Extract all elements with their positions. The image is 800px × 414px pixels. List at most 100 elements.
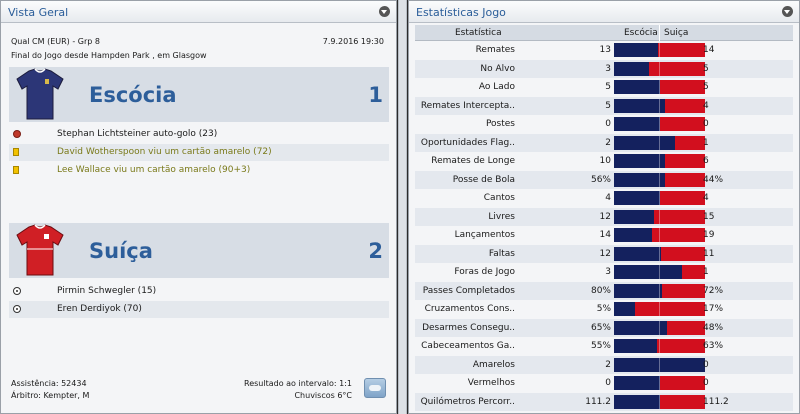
- home-stat-value: 5: [605, 82, 611, 92]
- match-footer-left: Assistência: 52434 Árbitro: Kempter, M: [11, 378, 89, 402]
- stat-row[interactable]: Cruzamentos Cons.. 5% 17%: [415, 300, 793, 318]
- stat-row[interactable]: Cabeceamentos Ga.. 55% 63%: [415, 337, 793, 355]
- stat-label: Amarelos: [472, 359, 515, 370]
- stat-column-header[interactable]: Estatística: [455, 28, 502, 38]
- stat-row[interactable]: Quilómetros Percorr.. 111.2 111.2: [415, 392, 793, 411]
- event-row[interactable]: David Wotherspoon viu um cartão amarelo …: [9, 144, 389, 161]
- stat-row[interactable]: Cantos 4 4: [415, 189, 793, 207]
- attendance-label: Assistência: 52434: [11, 379, 87, 388]
- event-text: Stephan Lichtsteiner auto-golo (23): [57, 129, 218, 139]
- event-row[interactable]: Eren Derdiyok (70): [9, 301, 389, 318]
- goal-ball-icon: [13, 287, 21, 295]
- stat-comparison-bar: [614, 191, 705, 205]
- away-bar-fill: [657, 339, 705, 353]
- home-bar-fill: [614, 172, 665, 187]
- bar-midline: [659, 61, 660, 76]
- match-date: 7.9.2016 19:30: [322, 37, 384, 46]
- away-bar-fill: [667, 320, 705, 335]
- bar-midline: [659, 357, 660, 372]
- away-team-name: Suíça: [89, 239, 153, 263]
- home-bar-fill: [614, 394, 660, 409]
- away-stat-value: 44%: [703, 174, 724, 185]
- stat-comparison-bar: [614, 80, 705, 94]
- stat-row[interactable]: Faltas 12 11: [415, 244, 793, 263]
- away-bar-fill: [665, 154, 705, 168]
- stat-row[interactable]: Livres 12 15: [415, 207, 793, 226]
- stat-label: Foras de Jogo: [454, 267, 515, 277]
- stat-row[interactable]: Oportunidades Flag.. 2 1: [415, 133, 793, 152]
- bar-midline: [659, 43, 660, 57]
- away-stat-value: 5: [703, 63, 709, 74]
- stat-comparison-bar: [614, 43, 705, 57]
- home-column-header[interactable]: Escócia: [624, 28, 658, 38]
- away-column-header[interactable]: Suiça: [664, 28, 689, 38]
- match-footer-right: Resultado ao intervalo: 1:1 Chuviscos 6°…: [244, 378, 352, 402]
- bar-midline: [659, 265, 660, 279]
- chevron-down-icon[interactable]: [379, 6, 390, 17]
- home-bar-fill: [614, 80, 660, 94]
- own-goal-icon: [13, 130, 21, 138]
- stat-row[interactable]: Ao Lado 5 5: [415, 78, 793, 96]
- event-text: Eren Derdiyok (70): [57, 304, 142, 314]
- stat-row[interactable]: Remates Intercepta.. 5 4: [415, 96, 793, 115]
- stat-row[interactable]: Amarelos 2 0: [415, 355, 793, 374]
- away-bar-fill: [675, 135, 705, 150]
- referee-label: Árbitro: Kempter, M: [11, 391, 90, 400]
- home-bar-fill: [614, 246, 661, 261]
- away-team-block[interactable]: Suíça 2: [9, 223, 389, 278]
- stat-label: Vermelhos: [467, 378, 515, 388]
- stat-row[interactable]: Lançamentos 14 19: [415, 226, 793, 244]
- home-bar-fill: [614, 209, 654, 224]
- stat-label: Cantos: [483, 193, 515, 203]
- bar-midline: [659, 154, 660, 168]
- stat-row[interactable]: Foras de Jogo 3 1: [415, 263, 793, 281]
- bar-midline: [659, 98, 660, 113]
- home-stat-value: 111.2: [585, 396, 611, 407]
- stat-comparison-bar: [614, 135, 705, 150]
- away-shirt-icon: [16, 224, 64, 276]
- event-row[interactable]: Stephan Lichtsteiner auto-golo (23): [9, 126, 389, 143]
- home-bar-fill: [614, 98, 665, 113]
- away-bar-fill: [654, 209, 705, 224]
- stat-label: Posse de Bola: [452, 174, 515, 185]
- away-bar-fill: [658, 43, 705, 57]
- away-stat-value: 63%: [703, 341, 724, 351]
- panel-divider[interactable]: [398, 0, 407, 414]
- home-shirt-icon: [16, 68, 64, 120]
- away-bar-fill: [660, 80, 705, 94]
- stat-row[interactable]: Desarmes Consegu.. 65% 48%: [415, 318, 793, 337]
- match-venue: Final do Jogo desde Hampden Park , em Gl…: [11, 51, 207, 60]
- stat-comparison-bar: [614, 394, 705, 409]
- home-team-block[interactable]: Escócia 1: [9, 67, 389, 122]
- bar-midline: [659, 302, 660, 316]
- home-bar-fill: [614, 43, 658, 57]
- stat-row[interactable]: Remates 13 14: [415, 41, 793, 59]
- stat-comparison-bar: [614, 246, 705, 261]
- goal-ball-icon: [13, 305, 21, 313]
- home-bar-fill: [614, 376, 660, 390]
- stat-row[interactable]: Remates de Longe 10 6: [415, 152, 793, 170]
- stat-comparison-bar: [614, 339, 705, 353]
- away-stat-value: 111.2: [703, 396, 729, 407]
- away-bar-fill: [660, 376, 705, 390]
- stat-row[interactable]: No Alvo 3 5: [415, 59, 793, 78]
- event-row[interactable]: Pirmin Schwegler (15): [9, 283, 389, 300]
- away-stat-value: 4: [703, 100, 709, 111]
- stat-row[interactable]: Passes Completados 80% 72%: [415, 281, 793, 300]
- stat-label: Ao Lado: [478, 82, 515, 92]
- away-stat-value: 1: [703, 267, 709, 277]
- chevron-down-icon[interactable]: [782, 6, 793, 17]
- stat-comparison-bar: [614, 283, 705, 298]
- stat-row[interactable]: Posse de Bola 56% 44%: [415, 170, 793, 189]
- bar-midline: [659, 283, 660, 298]
- away-bar-fill: [661, 246, 705, 261]
- stat-row[interactable]: Vermelhos 0 0: [415, 374, 793, 392]
- away-stat-value: 0: [703, 378, 709, 388]
- column-separator: [659, 25, 660, 41]
- away-bar-fill: [665, 172, 705, 187]
- stat-label: Lançamentos: [454, 230, 515, 240]
- stats-table-header: Estatística Escócia Suiça: [415, 25, 793, 41]
- home-stat-value: 12: [599, 248, 611, 259]
- stat-row[interactable]: Postes 0 0: [415, 115, 793, 133]
- event-row[interactable]: Lee Wallace viu um cartão amarelo (90+3): [9, 162, 389, 179]
